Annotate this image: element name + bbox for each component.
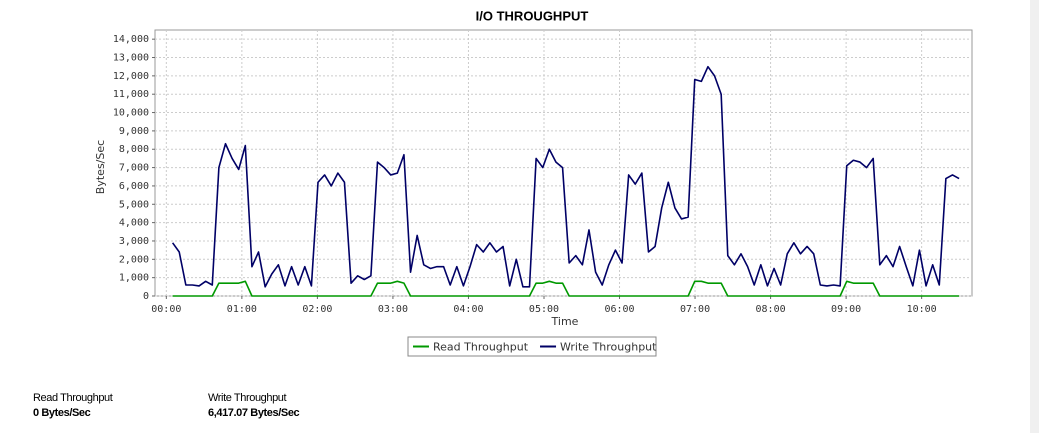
x-tick-label: 02:00 — [302, 304, 332, 315]
x-tick-label: 01:00 — [227, 304, 257, 315]
summary-read: Read Throughput 0 Bytes/Sec — [33, 392, 113, 419]
y-tick-label: 3,000 — [119, 236, 149, 247]
summary-value: 6,417.07 Bytes/Sec — [208, 407, 300, 419]
x-tick-label: 04:00 — [453, 304, 483, 315]
x-tick-label: 06:00 — [604, 304, 634, 315]
legend-label: Write Throughput — [560, 341, 657, 354]
x-axis-label: Time — [551, 315, 579, 328]
y-tick-label: 8,000 — [119, 144, 149, 155]
chart: I/O THROUGHPUT Bytes/Sec Time 0 1,000 2,00… — [94, 8, 973, 357]
summary-label: Read Throughput — [33, 392, 113, 404]
x-tick-label: 08:00 — [756, 304, 786, 315]
x-tick-label: 07:00 — [680, 304, 710, 315]
y-tick-label: 0 — [143, 291, 149, 302]
summary-label: Write Throughput — [208, 392, 287, 404]
frame-band — [1030, 0, 1039, 433]
summary-write: Write Throughput 6,417.07 Bytes/Sec — [208, 392, 300, 419]
y-tick-label: 13,000 — [113, 53, 149, 64]
y-tick-label: 14,000 — [113, 34, 149, 45]
y-tick-label: 6,000 — [119, 181, 149, 192]
series-line — [172, 280, 960, 297]
y-tick-label: 11,000 — [113, 89, 149, 100]
legend: Read Throughput Write Throughput — [407, 336, 657, 357]
y-tick-label: 7,000 — [119, 163, 149, 174]
y-tick-label: 4,000 — [119, 218, 149, 229]
y-tick-label: 9,000 — [119, 126, 149, 137]
plot-area — [154, 29, 973, 297]
legend-label: Read Throughput — [433, 341, 529, 354]
x-tick-label: 00:00 — [151, 304, 181, 315]
x-tick-label: 10:00 — [907, 304, 937, 315]
y-tick-label: 10,000 — [113, 108, 149, 119]
x-tick-label: 09:00 — [831, 304, 861, 315]
y-tick-label: 2,000 — [119, 254, 149, 265]
summary-value: 0 Bytes/Sec — [33, 407, 91, 419]
y-tick-label: 1,000 — [119, 273, 149, 284]
y-tick-label: 12,000 — [113, 71, 149, 82]
x-tick-label: 03:00 — [378, 304, 408, 315]
y-axis-label: Bytes/Sec — [94, 140, 107, 194]
legend-box — [407, 336, 657, 357]
chart-title: I/O THROUGHPUT — [476, 8, 589, 23]
series-line — [171, 65, 960, 288]
y-tick-label: 5,000 — [119, 199, 149, 210]
x-tick-label: 05:00 — [529, 304, 559, 315]
